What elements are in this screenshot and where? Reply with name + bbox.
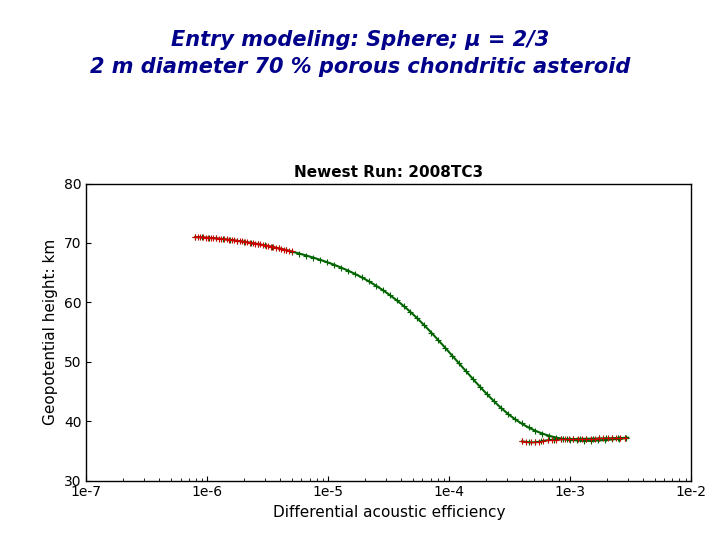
Title: Newest Run: 2008TC3: Newest Run: 2008TC3 (294, 165, 483, 180)
Text: 2 m diameter 70 % porous chondritic asteroid: 2 m diameter 70 % porous chondritic aste… (90, 57, 630, 77)
Y-axis label: Geopotential height: km: Geopotential height: km (43, 239, 58, 425)
X-axis label: Differential acoustic efficiency: Differential acoustic efficiency (273, 505, 505, 520)
Text: Entry modeling: Sphere; μ = 2/3: Entry modeling: Sphere; μ = 2/3 (171, 30, 549, 50)
